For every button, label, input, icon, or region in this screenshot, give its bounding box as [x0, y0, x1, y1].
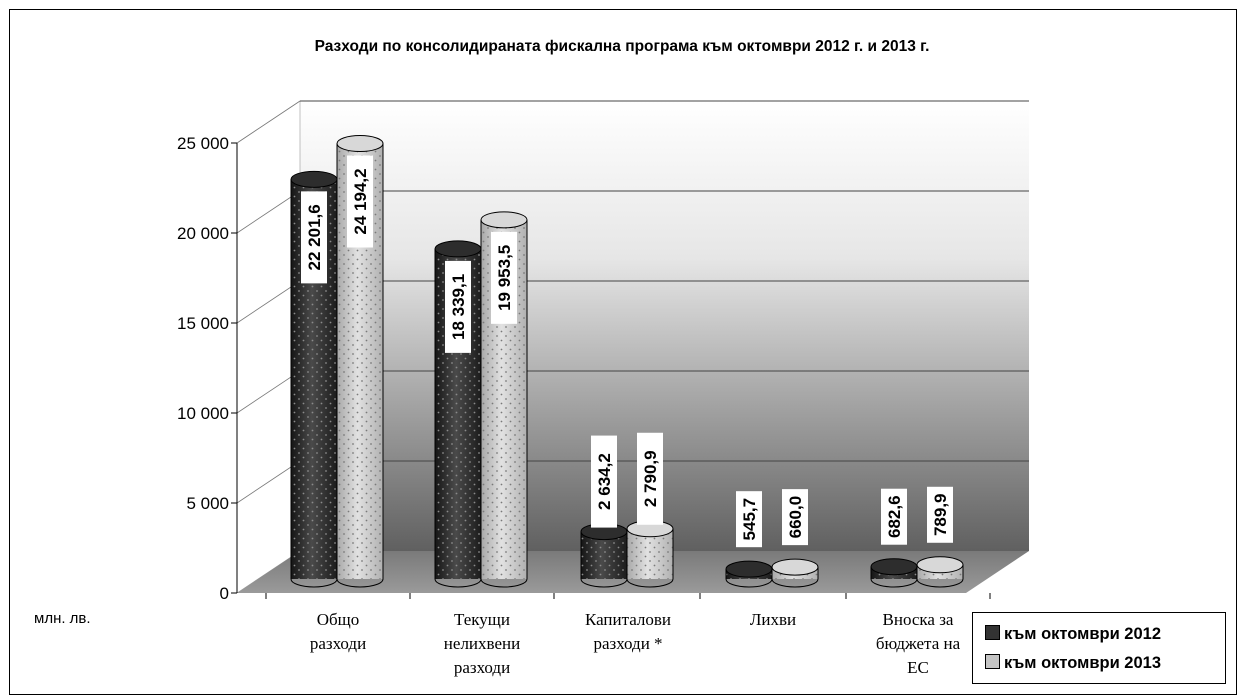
x-category-label-line: Лихви: [749, 610, 797, 629]
data-label-bg: [301, 191, 327, 284]
data-label-text: 24 194,2: [351, 168, 370, 234]
x-category-label: Лихви: [711, 608, 835, 632]
legend-item-2013: към октомври 2013: [985, 653, 1161, 673]
bar-2012: [870, 558, 918, 588]
legend-label-2012: към октомври 2012: [1004, 625, 1161, 643]
x-category-label-line: ЕС: [907, 658, 929, 677]
x-category-label-line: Вноска за: [882, 610, 954, 629]
data-label: 2 634,2: [591, 435, 617, 528]
bar-2013: [771, 558, 819, 588]
bar-bottom-edge: [480, 578, 528, 588]
data-label: 2 790,9: [637, 432, 663, 525]
x-category-label: Вноска за бюджета на ЕС: [856, 608, 980, 680]
gridline-side: [236, 100, 301, 144]
data-label: 22 201,6: [301, 191, 327, 284]
bar-2013: [916, 556, 964, 588]
legend-label-2013: към октомври 2013: [1004, 654, 1161, 672]
data-label-bg: [637, 432, 663, 525]
data-label-text: 682,6: [885, 495, 904, 538]
data-label: 18 339,1: [445, 260, 471, 353]
bar-top-cap: [290, 170, 338, 188]
data-label-bg: [736, 491, 762, 548]
bar-2012: [725, 560, 773, 588]
bar-bottom-edge: [771, 578, 819, 588]
bar-top-cap: [771, 558, 819, 576]
data-label-bg: [927, 486, 953, 543]
gridline-side: [236, 190, 301, 234]
legend-swatch-2012: [985, 625, 1000, 640]
bar-2013: [480, 211, 528, 588]
bar-bottom-edge: [290, 578, 338, 588]
bar-top-cap: [434, 240, 482, 258]
data-label: 789,9: [927, 486, 953, 543]
gridline-side: [236, 460, 301, 504]
data-label: 660,0: [782, 489, 808, 546]
data-label: 19 953,5: [491, 231, 517, 324]
data-label-bg: [782, 489, 808, 546]
bar-bottom-edge: [580, 578, 628, 588]
data-label-bg: [491, 231, 517, 324]
x-category-label-line: Общо: [316, 610, 360, 629]
data-label-text: 660,0: [786, 496, 805, 539]
x-category-label-line: разходи *: [593, 634, 663, 653]
bar-bottom-edge: [870, 578, 918, 588]
y-tick-label: 20 000: [177, 224, 229, 243]
x-category-label: Капиталови разходи *: [566, 608, 690, 656]
data-label-text: 2 634,2: [595, 453, 614, 510]
data-label-text: 545,7: [740, 498, 759, 541]
y-tick-label: 0: [220, 584, 229, 603]
x-category-label-line: Текущи: [454, 610, 510, 629]
x-category-label: Текущи нелихвени разходи: [420, 608, 544, 680]
y-tick-label: 15 000: [177, 314, 229, 333]
bar-top-cap: [916, 556, 964, 574]
bar-2013: [626, 520, 674, 588]
gridline-side: [236, 280, 301, 324]
data-label: 545,7: [736, 491, 762, 548]
y-tick-label: 25 000: [177, 134, 229, 153]
bar-bottom-edge: [336, 578, 384, 588]
bar-top-cap: [480, 211, 528, 229]
chart-title: Разходи по консолидираната фискална прог…: [314, 38, 930, 55]
y-axis-unit-label: млн. лв.: [34, 610, 91, 627]
data-label-text: 2 790,9: [641, 450, 660, 507]
bar-bottom-edge: [626, 578, 674, 588]
y-tick-label: 10 000: [177, 404, 229, 423]
data-label-bg: [347, 155, 373, 248]
bar-2012: [434, 240, 482, 588]
legend-item-2012: към октомври 2012: [985, 624, 1161, 644]
data-label-text: 22 201,6: [305, 204, 324, 270]
bar-bottom-edge: [916, 578, 964, 588]
bar-bottom-edge: [434, 578, 482, 588]
data-label: 682,6: [881, 488, 907, 545]
legend: към октомври 2012 към октомври 2013: [972, 612, 1226, 684]
bar-top-cap: [336, 135, 384, 153]
x-category-label: Общо разходи: [276, 608, 400, 656]
x-category-label-line: бюджета на: [875, 634, 961, 653]
data-label-text: 18 339,1: [449, 274, 468, 340]
gridline-side: [236, 370, 301, 414]
legend-swatch-2013: [985, 654, 1000, 669]
x-category-label-line: нелихвени: [443, 634, 521, 653]
data-label-bg: [881, 488, 907, 545]
bar-bottom-edge: [725, 578, 773, 588]
data-label-text: 789,9: [931, 494, 950, 537]
x-category-label-line: разходи: [453, 658, 511, 677]
bar-top-cap: [870, 558, 918, 576]
data-label-text: 19 953,5: [495, 245, 514, 311]
bar-2012: [580, 523, 628, 588]
x-category-label-line: разходи: [309, 634, 367, 653]
y-tick-label: 5 000: [186, 494, 229, 513]
data-label-bg: [445, 260, 471, 353]
bar-top-cap: [725, 560, 773, 578]
back-wall: [300, 101, 1029, 551]
data-label-bg: [591, 435, 617, 528]
x-category-label-line: Капиталови: [584, 610, 672, 629]
data-label: 24 194,2: [347, 155, 373, 248]
